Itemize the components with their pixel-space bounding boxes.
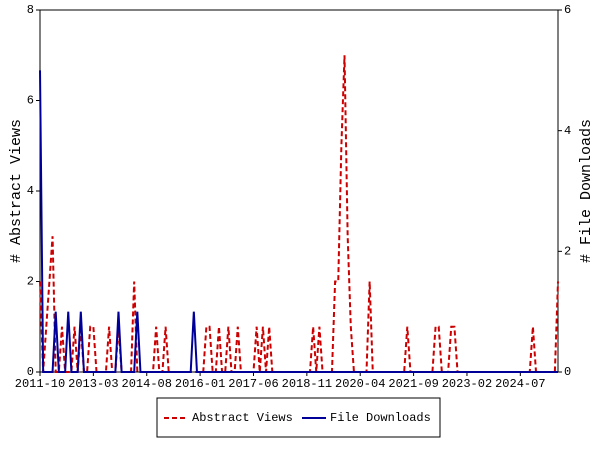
y-tick-label: 2 bbox=[27, 275, 34, 289]
y-tick-label: 8 bbox=[27, 3, 34, 17]
legend bbox=[156, 397, 441, 438]
y-tick-label: 4 bbox=[27, 184, 34, 198]
x-tick-label: 2017-06 bbox=[228, 377, 278, 391]
y2-tick-label: 4 bbox=[564, 124, 571, 138]
y-tick-label: 6 bbox=[27, 94, 34, 108]
x-tick-label: 2018-11 bbox=[282, 377, 332, 391]
y2-tick-label: 6 bbox=[564, 3, 571, 17]
x-tick-label: 2023-02 bbox=[442, 377, 492, 391]
x-tick-label: 2024-07 bbox=[495, 377, 545, 391]
y-axis-title: # Abstract Views bbox=[8, 119, 25, 263]
x-tick-label: 2021-09 bbox=[388, 377, 438, 391]
x-tick-label: 2020-04 bbox=[335, 377, 385, 391]
legend-label: Abstract Views bbox=[192, 411, 293, 425]
legend-label: File Downloads bbox=[330, 411, 431, 425]
x-tick-label: 2011-10 bbox=[15, 377, 65, 391]
series-line bbox=[39, 70, 558, 373]
y2-axis-title: # File Downloads bbox=[578, 119, 595, 263]
x-tick-label: 2013-03 bbox=[68, 377, 118, 391]
y2-tick-label: 0 bbox=[564, 365, 571, 379]
y-tick-label: 0 bbox=[27, 365, 34, 379]
y2-tick-label: 2 bbox=[564, 245, 571, 259]
x-tick-label: 2016-01 bbox=[175, 377, 225, 391]
x-tick-label: 2014-08 bbox=[122, 377, 172, 391]
